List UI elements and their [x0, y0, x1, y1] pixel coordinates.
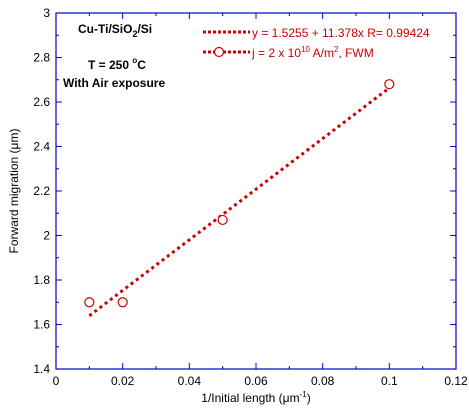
x-tick-label: 0.02: [111, 374, 135, 388]
x-tick-label: 0.1: [381, 374, 398, 388]
y-tick-label: 2.6: [33, 95, 50, 109]
x-axis-label: 1/Initial length (μm-1): [201, 390, 310, 405]
data-point: [84, 297, 95, 308]
x-tick-label: 0.06: [244, 374, 268, 388]
temperature-annotation: T = 250 oC: [88, 56, 146, 72]
x-tick-label: 0: [53, 374, 60, 388]
legend-fit-label: y = 1.5255 + 11.378x R= 0.99424: [252, 26, 430, 40]
legend: y = 1.5255 + 11.378x R= 0.99424 j = 2 x …: [203, 26, 430, 60]
x-tick-label: 0.04: [178, 374, 202, 388]
data-point: [217, 214, 228, 226]
fit-line-layer: [88, 86, 391, 317]
data-point: [384, 79, 395, 90]
y-axis-label: Forward migration (μm): [7, 129, 21, 254]
y-tick-label: 2.8: [33, 51, 50, 65]
y-tick-label: 2.4: [33, 140, 50, 154]
fit-line: [88, 86, 391, 317]
sample-annotation: Cu-Ti/SiO2/Si: [78, 22, 152, 39]
y-tick-label: 2: [43, 229, 50, 243]
y-tick-label: 1.6: [33, 318, 50, 332]
y-tick-label: 1.4: [33, 362, 50, 376]
y-tick-label: 3: [43, 6, 50, 20]
legend-series-marker: [213, 46, 225, 58]
y-tick-label: 2.2: [33, 184, 50, 198]
x-tick-label: 0.08: [311, 374, 335, 388]
legend-series-label: j = 2 x 1010 A/m2, FWM: [251, 45, 374, 60]
y-axis-ticks: 1.4 1.6 1.8 2 2.2 2.4 2.6 2.8 3: [33, 6, 456, 376]
x-tick-label: 0.12: [444, 374, 468, 388]
data-points-layer: [84, 79, 395, 308]
y-tick-label: 1.8: [33, 273, 50, 287]
data-point: [117, 297, 128, 308]
x-axis-ticks: 0 0.02 0.04 0.06 0.08 0.1 0.12: [53, 13, 468, 388]
exposure-annotation: With Air exposure: [63, 76, 165, 90]
